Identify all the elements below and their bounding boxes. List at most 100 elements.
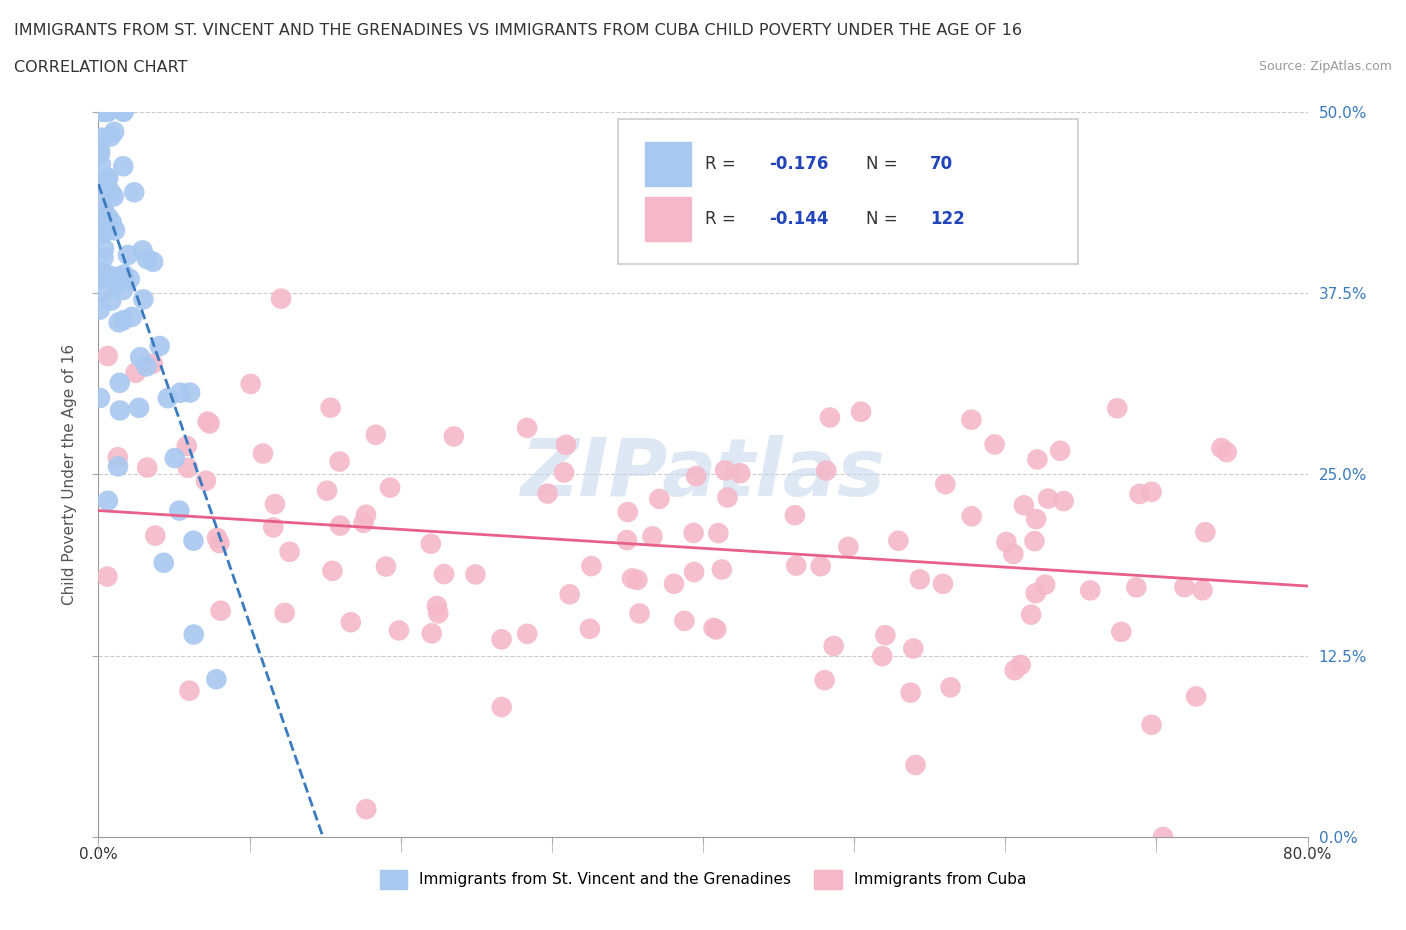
Point <box>208 536 231 551</box>
Point <box>89 146 111 161</box>
Point <box>579 621 602 636</box>
Point <box>1024 534 1046 549</box>
Point <box>433 566 456 581</box>
Point <box>205 671 228 686</box>
Point <box>176 438 198 453</box>
Point <box>273 605 295 620</box>
Point <box>420 626 443 641</box>
Point <box>252 446 274 461</box>
Point <box>887 533 910 548</box>
Point <box>1140 717 1163 732</box>
Point <box>1025 512 1047 526</box>
Point <box>1078 583 1101 598</box>
Point <box>111 283 134 298</box>
Point <box>198 416 221 431</box>
Point <box>149 339 172 353</box>
Point <box>1216 445 1239 459</box>
Point <box>904 758 927 773</box>
Point <box>960 412 983 427</box>
Point <box>270 291 292 306</box>
Point <box>1049 444 1071 458</box>
Point <box>108 403 131 418</box>
Text: 70: 70 <box>931 154 953 173</box>
Point <box>321 564 343 578</box>
Point <box>93 205 115 219</box>
Point <box>1185 689 1208 704</box>
Point <box>1211 441 1233 456</box>
Text: Source: ZipAtlas.com: Source: ZipAtlas.com <box>1258 60 1392 73</box>
Point <box>128 401 150 416</box>
Point <box>100 129 122 144</box>
Point <box>197 414 219 429</box>
Point <box>89 302 111 317</box>
Point <box>118 272 141 286</box>
Text: R =: R = <box>706 210 741 228</box>
Point <box>339 615 361 630</box>
Point <box>152 555 174 570</box>
Point <box>1019 607 1042 622</box>
Point <box>1025 586 1047 601</box>
Point <box>641 529 664 544</box>
Point <box>1140 485 1163 499</box>
Point <box>112 159 135 174</box>
Point <box>426 599 449 614</box>
Point <box>648 491 671 506</box>
Point <box>205 530 228 545</box>
Point <box>96 210 118 225</box>
Point <box>516 420 538 435</box>
Text: ZIPatlas: ZIPatlas <box>520 435 886 513</box>
Bar <box>645 142 690 186</box>
Point <box>903 641 925 656</box>
Point <box>354 507 377 522</box>
Point <box>1109 624 1132 639</box>
Point <box>1173 579 1195 594</box>
Point <box>374 559 396 574</box>
Point <box>329 454 352 469</box>
Text: CORRELATION CHART: CORRELATION CHART <box>14 60 187 75</box>
Point <box>89 224 111 239</box>
Point <box>707 525 730 540</box>
Point <box>683 565 706 579</box>
Point <box>136 460 159 475</box>
Point <box>93 250 115 265</box>
Point <box>101 215 124 230</box>
Point <box>616 533 638 548</box>
Point <box>96 172 118 187</box>
Y-axis label: Child Poverty Under the Age of 16: Child Poverty Under the Age of 16 <box>62 344 77 604</box>
Point <box>934 477 956 492</box>
Point <box>209 604 232 618</box>
Text: IMMIGRANTS FROM ST. VINCENT AND THE GRENADINES VS IMMIGRANTS FROM CUBA CHILD POV: IMMIGRANTS FROM ST. VINCENT AND THE GREN… <box>14 23 1022 38</box>
Point <box>364 427 387 442</box>
Point <box>96 569 118 584</box>
Point <box>91 226 114 241</box>
Point <box>97 210 120 225</box>
Point <box>183 533 205 548</box>
Point <box>581 559 603 574</box>
Point <box>849 405 872 419</box>
Point <box>316 484 339 498</box>
Point <box>135 359 157 374</box>
Point <box>837 539 859 554</box>
Point <box>97 170 120 185</box>
Point <box>143 528 166 543</box>
Point <box>129 350 152 365</box>
Point <box>553 465 575 480</box>
Point <box>90 130 112 145</box>
Point <box>1010 658 1032 672</box>
Point <box>97 493 120 508</box>
Point <box>464 567 486 582</box>
Point <box>960 509 983 524</box>
Point <box>626 572 648 587</box>
Point <box>356 802 378 817</box>
Point <box>628 606 651 621</box>
Point <box>900 685 922 700</box>
Point <box>89 391 111 405</box>
Point <box>558 587 581 602</box>
Point <box>121 310 143 325</box>
Point <box>823 639 845 654</box>
Text: -0.176: -0.176 <box>769 154 830 173</box>
Point <box>616 505 638 520</box>
Point <box>169 385 191 400</box>
Point <box>1053 494 1076 509</box>
Legend: Immigrants from St. Vincent and the Grenadines, Immigrants from Cuba: Immigrants from St. Vincent and the Gren… <box>374 864 1032 895</box>
